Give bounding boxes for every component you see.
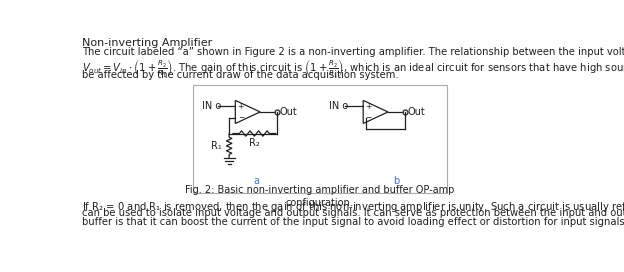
Text: −: −	[366, 113, 372, 122]
Text: IN o: IN o	[202, 101, 222, 111]
Text: The circuit labeled “a” shown in Figure 2 is a non-inverting amplifier. The rela: The circuit labeled “a” shown in Figure …	[82, 47, 624, 57]
Text: If R₂ = 0 and R₁ is removed, then the gain of this non-inverting amplifier is un: If R₂ = 0 and R₁ is removed, then the ga…	[82, 200, 624, 214]
Text: −: −	[238, 113, 244, 122]
Text: R₂: R₂	[249, 138, 260, 148]
Text: Out: Out	[280, 107, 297, 117]
Text: a: a	[253, 176, 259, 186]
Text: can be used to isolate input voltage and output signals. It can serve as protect: can be used to isolate input voltage and…	[82, 208, 624, 218]
Text: R₁: R₁	[211, 141, 222, 151]
Text: Non-inverting Amplifier: Non-inverting Amplifier	[82, 38, 212, 48]
Text: +: +	[366, 102, 372, 111]
Text: Out: Out	[407, 107, 425, 117]
Text: +: +	[238, 102, 244, 111]
Text: be affected by the current draw of the data acquisition system.: be affected by the current draw of the d…	[82, 70, 399, 80]
Text: buffer is that it can boost the current of the input signal to avoid loading eff: buffer is that it can boost the current …	[82, 217, 624, 227]
Text: $V_{out} = V_{in} \cdot \left(1+\frac{R_2}{R_1}\right)$. The gain of this circui: $V_{out} = V_{in} \cdot \left(1+\frac{R_…	[82, 57, 624, 79]
Text: Fig. 2: Basic non-inverting amplifier and buffer OP-amp
configuration.: Fig. 2: Basic non-inverting amplifier an…	[185, 185, 454, 208]
Text: IN o: IN o	[329, 101, 348, 111]
Bar	[193, 85, 447, 193]
Text: b: b	[392, 176, 399, 186]
